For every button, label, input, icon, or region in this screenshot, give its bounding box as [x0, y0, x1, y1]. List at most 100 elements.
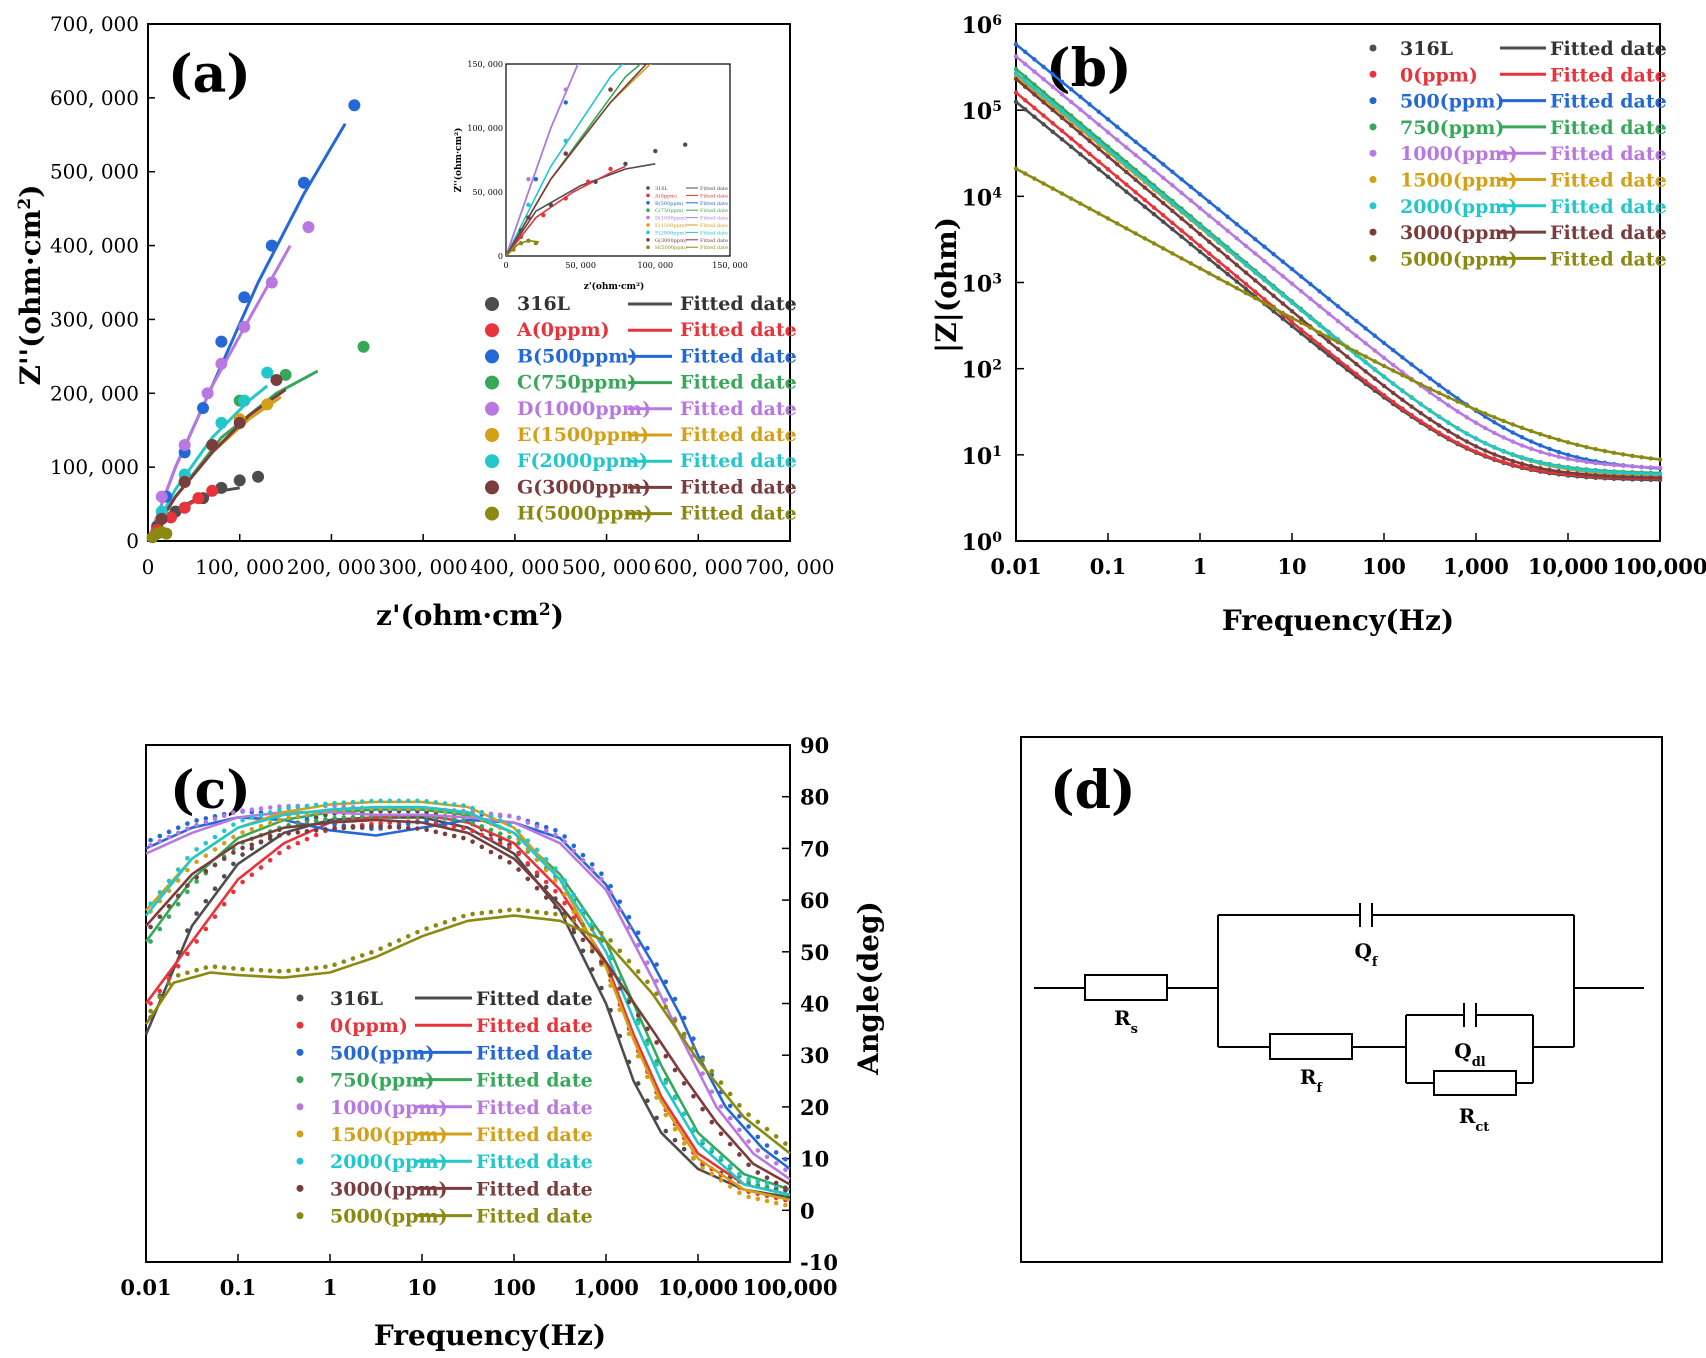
data-point: [746, 1162, 751, 1168]
data-point: [1087, 151, 1092, 157]
y-axis-label-close: ): [14, 184, 47, 197]
data-point: [249, 967, 255, 972]
data-point: [1161, 200, 1166, 206]
data-point: [304, 816, 310, 822]
data-point: [773, 1150, 779, 1155]
x-tick-label: 0.01: [990, 554, 1041, 579]
data-point: [1446, 435, 1451, 441]
data-point: [553, 904, 558, 910]
label-qdl-subscript: dl: [1472, 1055, 1486, 1070]
data-point: [1243, 290, 1249, 296]
data-point: [783, 1202, 788, 1208]
inset-legend-label: G(3000ppm): [655, 237, 687, 244]
data-point: [1464, 439, 1470, 444]
data-point: [580, 907, 586, 912]
data-point: [534, 870, 540, 875]
data-point: [1427, 408, 1433, 413]
data-point: [589, 926, 595, 932]
x-tick-label: 100: [1362, 554, 1406, 579]
data-point: [1207, 231, 1212, 237]
data-point: [313, 818, 319, 824]
data-point: [1593, 460, 1598, 466]
data-point: [1050, 101, 1056, 106]
data-point: [148, 842, 153, 848]
x-tick-label: 500, 000: [562, 555, 651, 579]
data-point: [1611, 450, 1617, 455]
data-point: [313, 802, 319, 808]
data-point: [1253, 270, 1258, 275]
data-point: [562, 900, 567, 906]
data-point: [323, 816, 328, 822]
data-point: [1078, 94, 1083, 100]
data-point: [1621, 474, 1626, 479]
data-point: [233, 416, 246, 429]
x-tick-label: 100, 000: [195, 555, 284, 579]
data-point: [1510, 452, 1516, 457]
data-point: [516, 829, 521, 834]
inset-legend-marker: [646, 238, 650, 242]
data-point: [1575, 471, 1580, 476]
data-point: [1657, 465, 1663, 470]
data-point: [1069, 99, 1074, 105]
legend-marker: [1369, 176, 1377, 183]
data-point: [1197, 192, 1203, 197]
data-point: [1041, 113, 1046, 118]
inset-y-label: Z''(ohm·cm²): [453, 128, 464, 193]
data-point: [323, 964, 328, 970]
legend-label: 5000(ppm): [330, 1206, 448, 1228]
data-point: [1161, 213, 1166, 218]
data-point: [507, 834, 512, 840]
data-point: [164, 511, 177, 524]
data-point: [201, 387, 214, 400]
data-point: [1299, 316, 1304, 322]
data-point: [341, 825, 347, 831]
data-point: [304, 829, 310, 834]
data-point: [1280, 310, 1286, 316]
data-point: [1022, 98, 1028, 103]
data-point: [1354, 371, 1359, 377]
data-point: [470, 805, 475, 811]
data-point: [626, 1031, 632, 1037]
data-point: [1179, 177, 1184, 182]
data-point: [1565, 470, 1571, 475]
data-point: [258, 806, 264, 811]
legend-fit-label: Fitted date: [476, 1124, 593, 1146]
legend-label: C(750ppm): [517, 372, 636, 394]
data-point: [553, 878, 558, 883]
data-point: [442, 831, 448, 837]
data-point: [1179, 228, 1184, 233]
data-point: [332, 815, 337, 821]
data-point: [1170, 220, 1175, 226]
data-point: [1547, 462, 1552, 468]
legend-fit-label: Fitted date: [680, 398, 797, 420]
data-point: [654, 1040, 659, 1045]
data-point: [185, 928, 190, 933]
x-tick-label: 700, 000: [745, 555, 834, 579]
data-point: [341, 959, 347, 964]
data-point: [302, 221, 315, 234]
data-point: [543, 824, 549, 830]
panel-d-equivalent-circuit: (d) Rs Qf Rf Qdl Rct: [1020, 736, 1663, 1263]
data-point: [534, 885, 540, 891]
data-point: [1078, 131, 1083, 136]
legend-marker: [296, 1212, 304, 1220]
data-point: [1483, 425, 1488, 431]
data-point: [433, 829, 439, 835]
data-point: [212, 847, 218, 852]
legend-fit-label: Fitted date: [1550, 91, 1667, 113]
y-tick-exponent: 3: [992, 272, 1002, 288]
legend-label: 1000(ppm): [1400, 143, 1518, 165]
data-point: [415, 798, 420, 804]
data-point: [1105, 216, 1111, 221]
data-point: [1124, 145, 1129, 150]
data-point: [267, 836, 273, 841]
data-point: [654, 1095, 659, 1100]
data-point: [672, 1126, 678, 1132]
data-point: [1437, 423, 1442, 428]
data-point: [1391, 368, 1396, 373]
data-point: [1437, 430, 1442, 435]
data-point: [212, 964, 218, 970]
data-point: [387, 942, 393, 947]
y-tick-label: 80: [800, 785, 829, 810]
data-point: [1133, 177, 1138, 183]
